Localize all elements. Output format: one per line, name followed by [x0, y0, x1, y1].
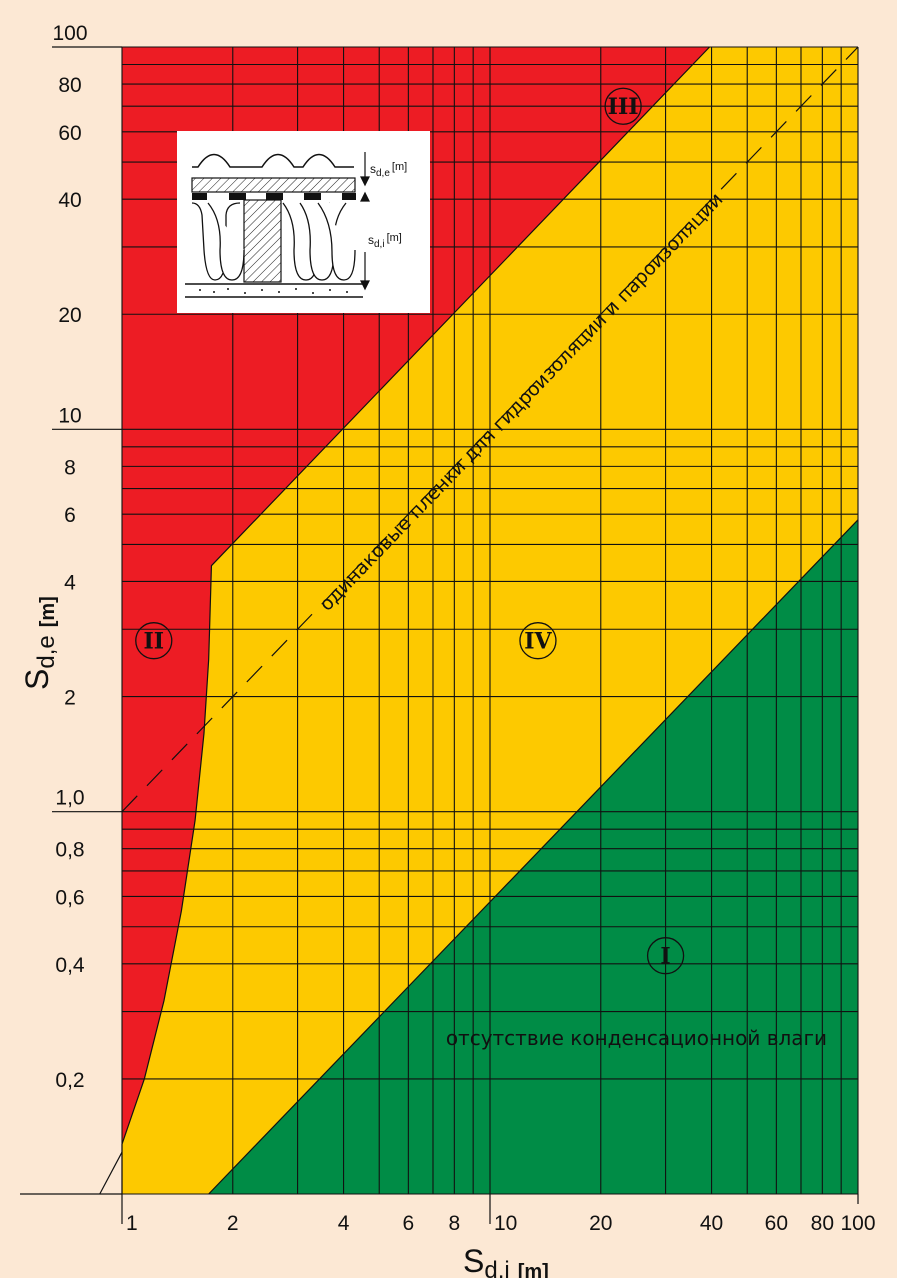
- y-tick-label: 0,8: [55, 839, 84, 862]
- inset-label-internal: sd,i[m]: [368, 232, 402, 250]
- roof-section-inset: sd,e[m] sd,i[m]: [177, 131, 430, 313]
- x-tick-label: 4: [338, 1212, 350, 1235]
- x-axis-label-sub: d,i: [484, 1257, 509, 1278]
- inset-dimension-arrows: [360, 152, 370, 291]
- zone-iii-circle: [604, 87, 642, 125]
- y-axis-label: Sd,e [m]: [19, 596, 60, 690]
- inset-battens: [192, 193, 356, 200]
- y-tick-label: 0,2: [55, 1069, 84, 1092]
- inset-label-internal-unit: [m]: [387, 232, 402, 244]
- inset-label-external-sub: d,e: [376, 168, 390, 179]
- zone-iii-label: III: [608, 94, 639, 120]
- y-tick-label: 0,6: [55, 886, 84, 909]
- x-axis-label-main: S: [463, 1243, 484, 1278]
- region-i-boundary: [208, 519, 859, 1195]
- grid-lines: [20, 46, 859, 1224]
- y-tick-label: 8: [64, 456, 76, 479]
- inset-label-internal-main: s: [368, 233, 374, 247]
- x-tick-label: 100: [840, 1212, 875, 1235]
- zone-iv-circle: [519, 622, 557, 660]
- inset-roofing-waves: [192, 153, 354, 168]
- y-tick-label: 80: [58, 74, 81, 97]
- x-tick-label: 6: [403, 1212, 415, 1235]
- x-tick-label: 60: [765, 1212, 788, 1235]
- y-tick-label: 100: [52, 22, 87, 45]
- y-axis-label-unit: [m]: [37, 596, 59, 627]
- x-tick-label: 20: [589, 1212, 612, 1235]
- x-tick-label: 80: [811, 1212, 834, 1235]
- inset-label-external: sd,e[m]: [370, 161, 407, 179]
- region-ii-boundary: [121, 46, 710, 1194]
- y-tick-label: 60: [58, 122, 81, 145]
- y-tick-label: 2: [64, 687, 76, 710]
- y-tick-label: 40: [58, 189, 81, 212]
- y-tick-label: 20: [58, 304, 81, 327]
- inset-label-external-main: s: [370, 162, 376, 176]
- inset-rafter: [243, 199, 282, 283]
- y-tick-label: 10: [58, 404, 81, 427]
- inset-label-external-unit: [m]: [392, 161, 407, 173]
- x-tick-label: 10: [494, 1212, 517, 1235]
- x-axis-label: Sd,i [m]: [463, 1243, 549, 1278]
- zone-ii-circle: [135, 622, 173, 660]
- zone-i-text: отсутствие конденсационной влаги: [446, 1026, 827, 1050]
- zone-ii-label: II: [143, 629, 164, 655]
- inset-top-board: [191, 177, 356, 193]
- region-ii-boundary-tail: [99, 1151, 123, 1195]
- x-tick-label: 2: [227, 1212, 239, 1235]
- zone-iv-label: IV: [524, 629, 552, 655]
- x-axis-label-unit: [m]: [518, 1261, 549, 1278]
- y-tick-label: 6: [64, 504, 76, 527]
- region-ii-iii-fill: [122, 47, 710, 1194]
- inset-label-internal-sub: d,i: [374, 239, 385, 250]
- y-axis-label-sub: d,e: [33, 635, 60, 668]
- tick-labels: 1 2 4 6 8 10 20 40 60 80 100 100 80 60 40 20 10 8 6 4 2 1,0 0,…: [52, 22, 875, 1235]
- reference-line: [121, 46, 859, 813]
- x-tick-label: 1: [126, 1212, 138, 1235]
- inset-insulation: [191, 202, 356, 281]
- x-tick-label: 40: [700, 1212, 723, 1235]
- y-tick-label: 4: [64, 571, 76, 594]
- inset-plaster-dots: [199, 288, 348, 294]
- y-tick-label: 1,0: [55, 787, 84, 810]
- y-axis-label-main: S: [19, 669, 55, 690]
- zone-i-label: I: [660, 944, 670, 970]
- y-tick-label: 0,4: [55, 954, 85, 977]
- x-tick-label: 8: [448, 1212, 460, 1235]
- zone-i-circle: [646, 937, 685, 975]
